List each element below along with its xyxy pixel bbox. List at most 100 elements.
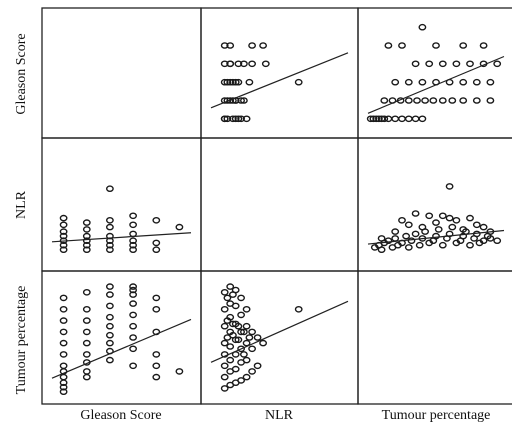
- data-point: [237, 377, 246, 384]
- data-point: [472, 97, 481, 104]
- data-point: [418, 23, 427, 31]
- data-point: [404, 97, 413, 104]
- data-point: [220, 373, 229, 381]
- data-point: [82, 246, 91, 253]
- data-point: [384, 237, 393, 244]
- data-point: [438, 97, 447, 104]
- data-point: [82, 373, 91, 381]
- data-point: [129, 246, 138, 253]
- data-point: [452, 60, 461, 68]
- data-point: [448, 97, 457, 104]
- data-point: [59, 294, 68, 302]
- data-point: [231, 302, 240, 310]
- fit-line: [367, 229, 505, 245]
- data-point: [391, 115, 400, 123]
- panel-frame-tumour-percentage-vs-tumour-percentage: [357, 270, 512, 405]
- data-point: [220, 339, 229, 347]
- data-point: [152, 216, 161, 224]
- data-point: [106, 241, 114, 249]
- data-point: [106, 331, 114, 339]
- data-point: [226, 283, 235, 290]
- data-point: [459, 97, 468, 104]
- data-point: [129, 300, 138, 307]
- data-point: [248, 368, 257, 375]
- fit-line: [210, 52, 349, 109]
- data-point: [175, 223, 184, 231]
- data-point: [237, 345, 246, 353]
- data-point: [237, 294, 246, 302]
- data-point: [242, 339, 251, 347]
- data-point: [432, 42, 440, 49]
- data-point: [466, 241, 474, 249]
- data-point: [429, 97, 438, 104]
- data-point: [415, 241, 424, 249]
- data-point: [479, 237, 488, 244]
- panel-nlr-vs-gleason-score: [51, 185, 192, 253]
- data-point: [445, 183, 454, 190]
- data-point: [237, 311, 246, 319]
- data-point: [242, 115, 251, 123]
- data-point: [82, 219, 91, 226]
- data-point: [432, 219, 440, 226]
- data-point: [226, 356, 235, 364]
- data-point: [248, 328, 257, 336]
- data-point: [438, 60, 447, 68]
- fit-line: [210, 300, 349, 363]
- data-point: [152, 362, 161, 370]
- data-point: [220, 385, 229, 392]
- data-point: [402, 232, 410, 240]
- data-point: [59, 221, 68, 229]
- data-point: [432, 232, 440, 240]
- data-point: [459, 78, 468, 86]
- data-point: [493, 60, 502, 68]
- data-point: [129, 221, 138, 229]
- data-point: [226, 60, 235, 68]
- panel-tumour-percentage-vs-nlr: [210, 283, 349, 392]
- data-point: [106, 185, 114, 192]
- panel-tumour-percentage-vs-gleason-score: [51, 283, 192, 396]
- data-point: [411, 60, 420, 68]
- data-point: [479, 42, 488, 49]
- data-point: [425, 60, 434, 68]
- data-point: [152, 373, 161, 381]
- data-point: [253, 334, 262, 341]
- data-point: [259, 42, 267, 49]
- data-point: [59, 232, 68, 240]
- data-point: [234, 322, 243, 330]
- col-label-tumour: Tumour percentage: [381, 408, 491, 423]
- data-point: [59, 362, 68, 370]
- data-point: [242, 305, 251, 313]
- data-point: [452, 216, 461, 224]
- data-point: [129, 345, 138, 353]
- data-point: [228, 115, 237, 123]
- panel-gleason-score-vs-tumour-percentage: [366, 23, 505, 123]
- data-point: [59, 214, 68, 222]
- data-point: [106, 283, 114, 290]
- data-point: [59, 351, 68, 358]
- data-point: [231, 365, 240, 373]
- fit-line: [51, 232, 192, 243]
- data-point: [234, 336, 243, 344]
- data-point: [228, 78, 237, 86]
- data-point: [82, 368, 91, 375]
- panel-frame-nlr-vs-nlr: [200, 137, 359, 272]
- data-point: [106, 246, 114, 253]
- data-point: [253, 362, 262, 370]
- data-point: [237, 97, 246, 104]
- data-point: [466, 214, 474, 222]
- data-point: [129, 237, 138, 244]
- data-point: [220, 305, 229, 313]
- data-point: [404, 115, 413, 123]
- data-point: [106, 302, 114, 310]
- data-point: [106, 232, 114, 240]
- data-point: [391, 228, 400, 235]
- data-point: [413, 97, 421, 104]
- data-point: [445, 214, 454, 222]
- data-point: [82, 288, 91, 296]
- data-point: [82, 305, 91, 313]
- data-point: [82, 226, 91, 233]
- data-point: [59, 228, 68, 235]
- data-point: [486, 235, 495, 242]
- data-point: [152, 351, 161, 358]
- data-point: [129, 286, 138, 294]
